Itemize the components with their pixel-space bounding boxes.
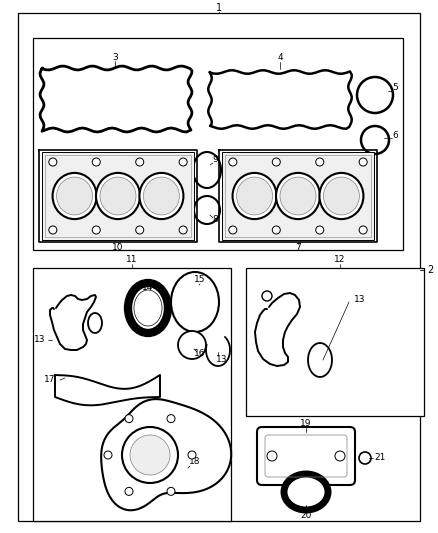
Text: 8: 8	[212, 215, 218, 224]
Bar	[42, 152, 194, 240]
Bar	[222, 152, 374, 240]
Text: 3: 3	[112, 52, 118, 61]
Polygon shape	[55, 375, 160, 405]
Ellipse shape	[57, 177, 92, 215]
Text: 7: 7	[295, 244, 301, 253]
Ellipse shape	[179, 158, 187, 166]
Ellipse shape	[96, 173, 140, 219]
Ellipse shape	[134, 290, 162, 326]
Text: 17: 17	[44, 376, 56, 384]
Ellipse shape	[308, 343, 332, 377]
Ellipse shape	[92, 226, 100, 234]
Ellipse shape	[130, 435, 170, 475]
Ellipse shape	[188, 451, 196, 459]
Text: 13: 13	[216, 356, 228, 365]
Text: 4: 4	[277, 53, 283, 62]
Polygon shape	[101, 399, 231, 510]
Ellipse shape	[316, 158, 324, 166]
Ellipse shape	[194, 196, 220, 224]
Ellipse shape	[284, 474, 328, 510]
Ellipse shape	[359, 158, 367, 166]
Text: 13: 13	[34, 335, 46, 344]
Text: 20: 20	[300, 512, 312, 521]
Ellipse shape	[262, 291, 272, 301]
Ellipse shape	[143, 177, 180, 215]
Bar	[33, 38, 403, 250]
Text: 5: 5	[392, 84, 398, 93]
Ellipse shape	[229, 158, 237, 166]
Text: 19: 19	[300, 419, 312, 429]
Text: 11: 11	[126, 255, 138, 264]
Ellipse shape	[316, 226, 324, 234]
Ellipse shape	[319, 173, 364, 219]
Ellipse shape	[125, 487, 133, 495]
Ellipse shape	[272, 158, 280, 166]
Ellipse shape	[49, 226, 57, 234]
Text: 2: 2	[427, 265, 433, 275]
Ellipse shape	[280, 177, 316, 215]
Ellipse shape	[361, 126, 389, 154]
Text: 9: 9	[212, 156, 218, 165]
Ellipse shape	[193, 152, 221, 188]
Text: 10: 10	[112, 244, 124, 253]
Ellipse shape	[122, 427, 178, 483]
Ellipse shape	[237, 177, 272, 215]
Ellipse shape	[139, 173, 184, 219]
Ellipse shape	[357, 77, 393, 113]
Text: 18: 18	[189, 457, 201, 466]
Ellipse shape	[104, 451, 112, 459]
Ellipse shape	[88, 313, 102, 333]
Text: 12: 12	[334, 255, 346, 264]
Ellipse shape	[167, 415, 175, 423]
Bar	[225, 155, 371, 237]
Text: 13: 13	[354, 295, 366, 304]
Ellipse shape	[125, 415, 133, 423]
Ellipse shape	[100, 177, 136, 215]
Ellipse shape	[276, 173, 320, 219]
Text: 21: 21	[374, 454, 386, 463]
Text: 15: 15	[194, 276, 206, 285]
Text: 6: 6	[392, 131, 398, 140]
Ellipse shape	[136, 226, 144, 234]
Ellipse shape	[92, 158, 100, 166]
Ellipse shape	[272, 226, 280, 234]
Bar	[33, 268, 231, 521]
Ellipse shape	[229, 226, 237, 234]
FancyBboxPatch shape	[257, 427, 355, 485]
Bar	[45, 155, 191, 237]
Ellipse shape	[359, 452, 371, 464]
Text: 1: 1	[216, 3, 222, 13]
Bar	[246, 268, 424, 416]
Text: 16: 16	[194, 350, 206, 359]
Ellipse shape	[167, 487, 175, 495]
Ellipse shape	[179, 226, 187, 234]
Ellipse shape	[359, 226, 367, 234]
Ellipse shape	[136, 158, 144, 166]
Ellipse shape	[49, 158, 57, 166]
Ellipse shape	[267, 451, 277, 461]
Ellipse shape	[53, 173, 96, 219]
Ellipse shape	[323, 177, 360, 215]
Ellipse shape	[128, 283, 168, 333]
Ellipse shape	[233, 173, 276, 219]
Ellipse shape	[171, 272, 219, 332]
Text: 14: 14	[142, 284, 154, 293]
Ellipse shape	[178, 331, 206, 359]
Ellipse shape	[335, 451, 345, 461]
